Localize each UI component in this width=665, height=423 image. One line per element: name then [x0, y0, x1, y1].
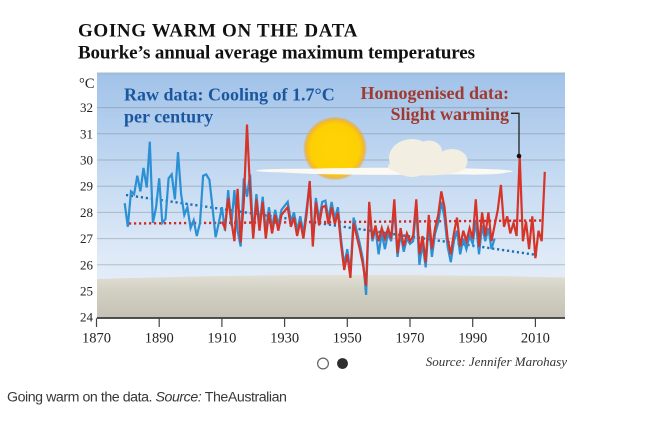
svg-text:Slight warming: Slight warming — [390, 104, 509, 124]
svg-text:2010: 2010 — [521, 331, 550, 347]
svg-text:Raw data: Cooling of 1.7°C: Raw data: Cooling of 1.7°C — [124, 85, 335, 105]
svg-text:1970: 1970 — [396, 331, 425, 347]
svg-text:28: 28 — [80, 205, 93, 220]
svg-text:30: 30 — [80, 153, 93, 168]
svg-text:Homogenised data:: Homogenised data: — [361, 83, 510, 103]
svg-text:1930: 1930 — [270, 331, 299, 347]
svg-text:29: 29 — [80, 179, 93, 194]
svg-text:°C: °C — [79, 76, 94, 92]
svg-text:1990: 1990 — [458, 331, 487, 347]
svg-text:1910: 1910 — [207, 331, 236, 347]
svg-text:26: 26 — [80, 257, 94, 272]
svg-text:32: 32 — [80, 100, 93, 115]
svg-text:24: 24 — [80, 310, 94, 325]
svg-text:1950: 1950 — [333, 331, 362, 347]
svg-text:Bourke’s annual average maximu: Bourke’s annual average maximum temperat… — [78, 43, 475, 64]
svg-text:per century: per century — [124, 107, 213, 127]
svg-text:GOING WARM ON THE DATA: GOING WARM ON THE DATA — [78, 21, 358, 42]
svg-text:1870: 1870 — [82, 331, 111, 347]
svg-text:Source: Jennifer Marohasy: Source: Jennifer Marohasy — [426, 354, 568, 369]
svg-text:1890: 1890 — [145, 331, 174, 347]
svg-text:31: 31 — [80, 126, 93, 141]
svg-text:Going warm on the data. Source: Going warm on the data. Source: TheAustr… — [7, 390, 286, 406]
svg-text:25: 25 — [80, 284, 93, 299]
svg-text:27: 27 — [80, 231, 94, 246]
